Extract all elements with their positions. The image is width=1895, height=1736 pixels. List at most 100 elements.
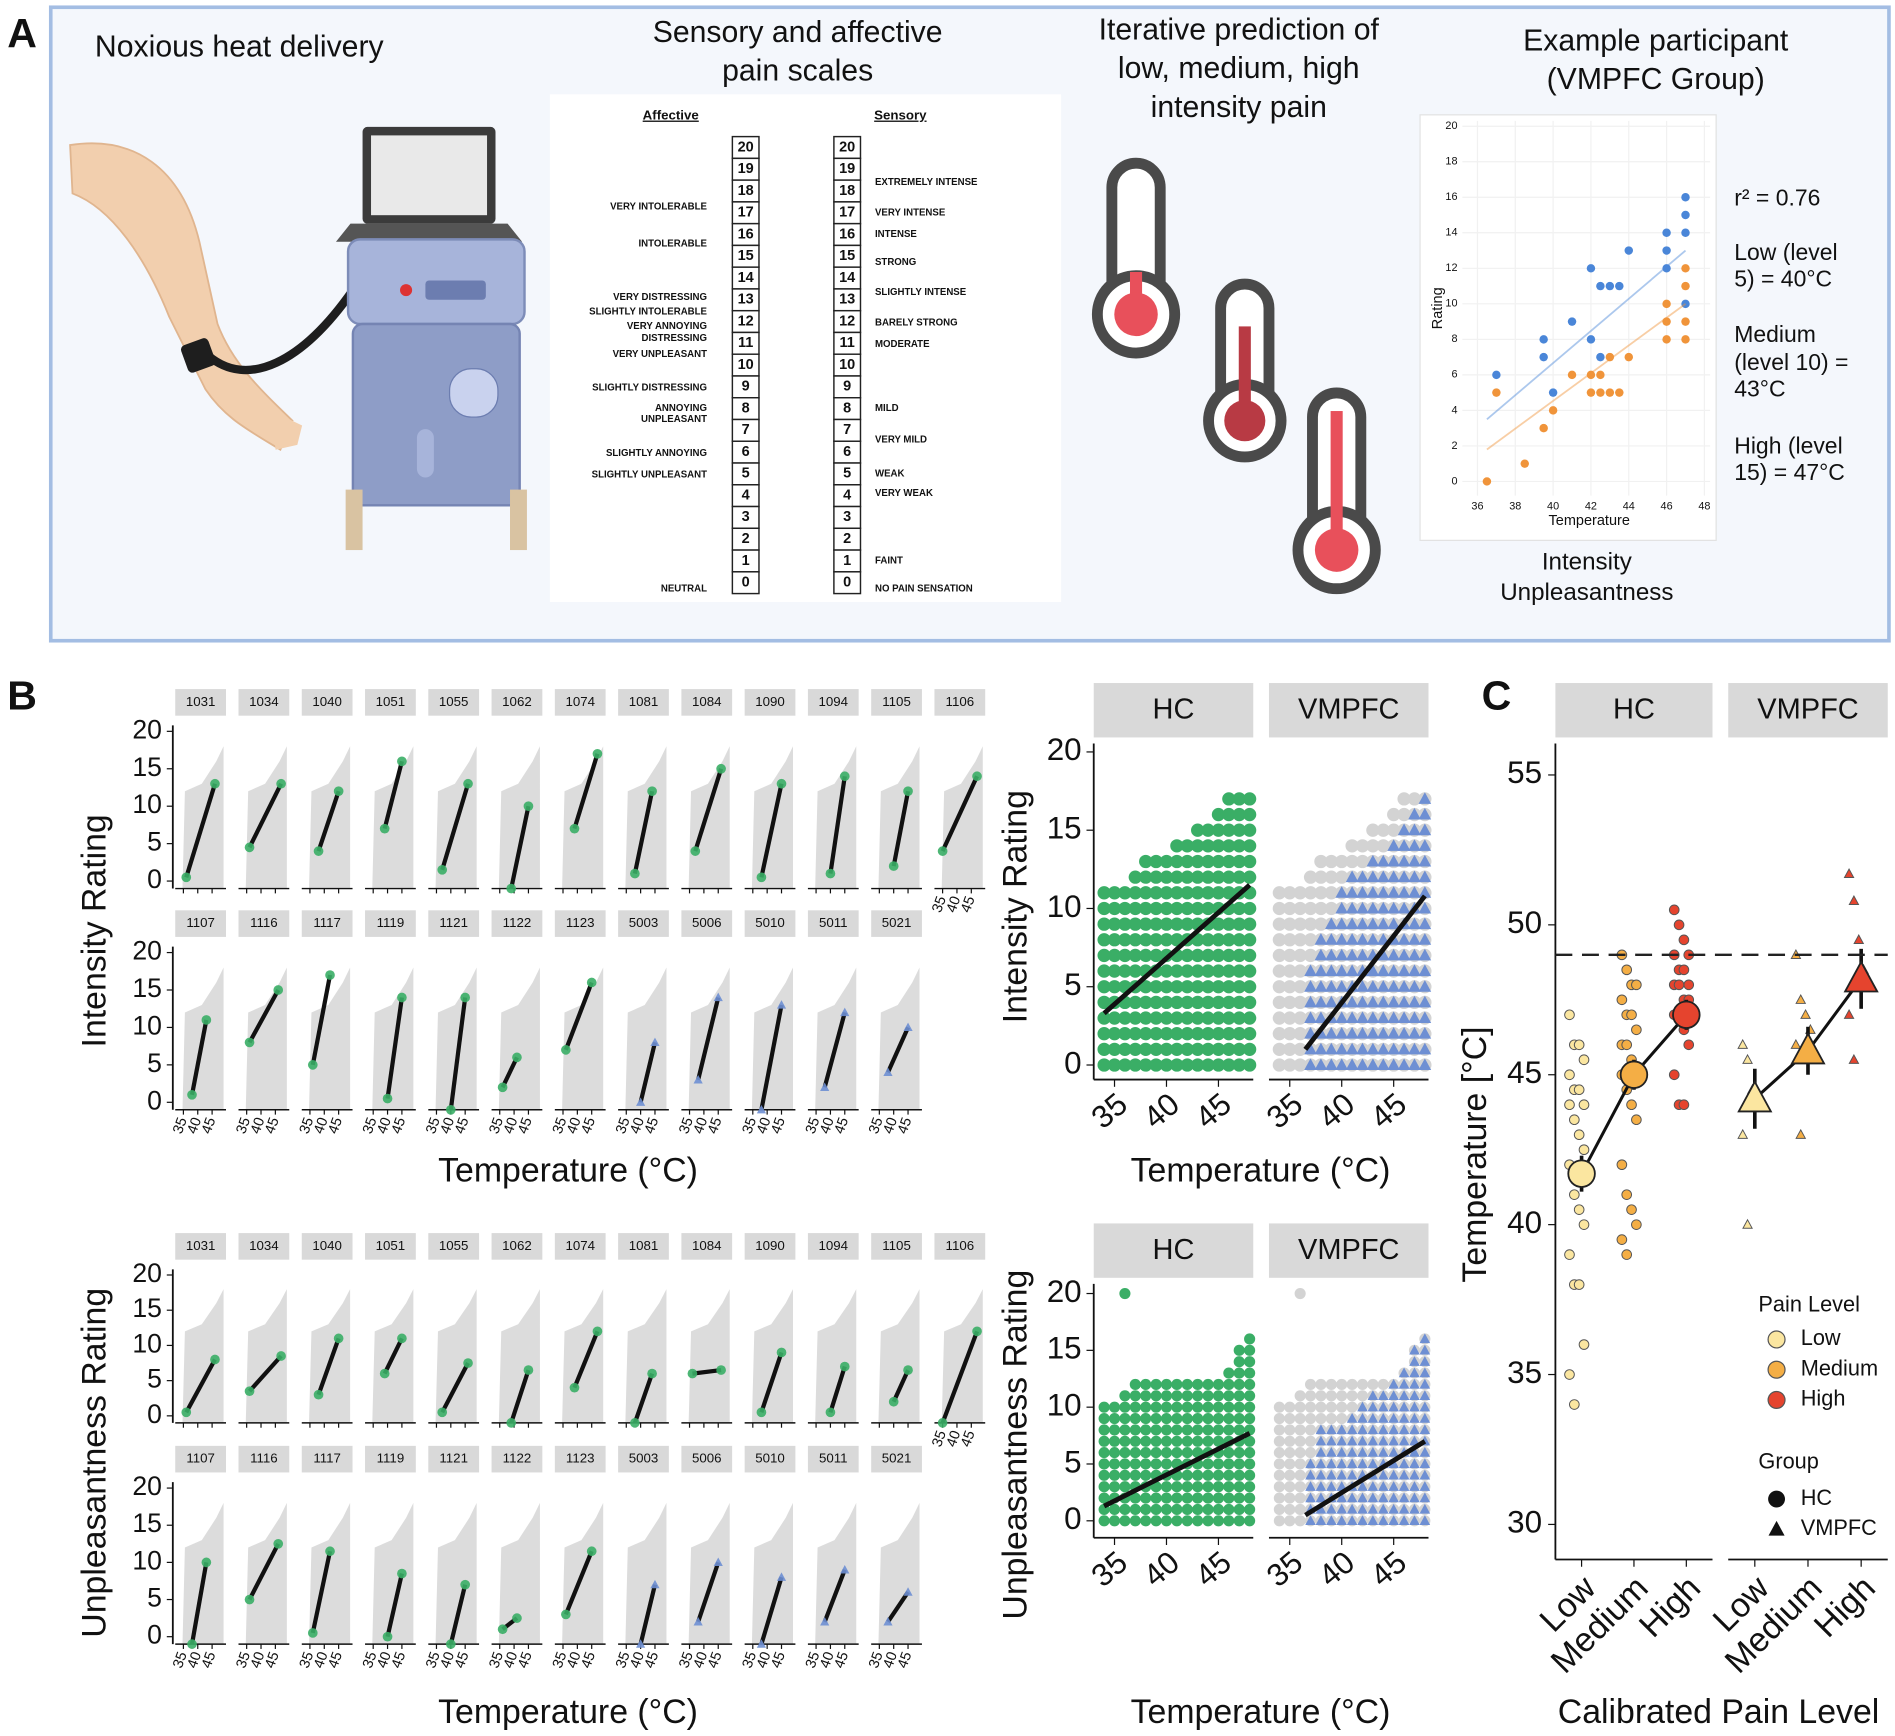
legend-label: Low xyxy=(1801,1325,1841,1350)
point xyxy=(1107,964,1122,978)
fit-line xyxy=(440,783,471,871)
point xyxy=(1398,1401,1410,1412)
scatter-point xyxy=(1548,388,1558,397)
point-column xyxy=(1273,1401,1285,1527)
point xyxy=(1139,854,1153,869)
point xyxy=(1097,1011,1111,1025)
point xyxy=(1325,917,1338,930)
y-tick-label: 2 xyxy=(1451,440,1457,452)
point xyxy=(1244,1481,1256,1493)
point xyxy=(1232,1042,1246,1056)
background-cloud xyxy=(562,1289,604,1423)
point xyxy=(1108,1435,1121,1447)
point xyxy=(1201,1058,1215,1072)
facet-label: HC xyxy=(1153,693,1195,725)
point xyxy=(1335,1058,1349,1070)
point xyxy=(1242,839,1257,853)
point-column xyxy=(1150,1378,1162,1527)
point-column xyxy=(1294,1390,1306,1527)
point xyxy=(1387,870,1401,883)
facet-strip xyxy=(491,1233,543,1260)
background-cloud xyxy=(815,1289,857,1423)
point xyxy=(1192,1378,1204,1390)
point xyxy=(1314,1042,1328,1055)
fit-end-point xyxy=(647,786,657,797)
fit-end-point xyxy=(187,1639,197,1649)
background-cloud xyxy=(498,1289,540,1423)
point xyxy=(1283,1011,1297,1025)
point xyxy=(1398,1503,1410,1514)
scale-header: Sensory xyxy=(874,108,927,123)
point xyxy=(1107,1027,1122,1041)
point xyxy=(1304,1412,1317,1425)
point xyxy=(1201,980,1215,994)
point-column xyxy=(1283,886,1297,1072)
point xyxy=(1336,1435,1348,1446)
fit-line xyxy=(385,1573,404,1638)
facet-strip xyxy=(1093,683,1254,738)
point xyxy=(1356,995,1369,1008)
point xyxy=(1223,1469,1235,1481)
point xyxy=(1345,1011,1359,1024)
x-tick-label: 45 xyxy=(1189,1086,1238,1135)
y-tick-label: 20 xyxy=(132,1258,162,1288)
background-cloud xyxy=(498,1502,540,1645)
point xyxy=(1293,1042,1307,1056)
point xyxy=(1128,995,1142,1010)
scale-level: 8 xyxy=(843,400,851,416)
fit-end-point xyxy=(307,1060,318,1070)
point xyxy=(1418,886,1432,898)
point xyxy=(1315,1390,1327,1402)
fit-end-point xyxy=(713,1557,723,1567)
facet-strip xyxy=(428,1445,480,1473)
point xyxy=(1201,839,1215,853)
point xyxy=(1303,901,1318,916)
point xyxy=(1129,1378,1141,1390)
point xyxy=(1397,839,1411,851)
fit-line xyxy=(189,1562,209,1645)
point xyxy=(1418,1027,1432,1039)
fit-end-point xyxy=(972,771,982,782)
point xyxy=(1107,1011,1122,1025)
fit-line xyxy=(247,988,281,1044)
scale-level: 9 xyxy=(843,379,851,395)
fit-line xyxy=(448,1584,468,1645)
background-cloud xyxy=(372,746,414,889)
facet-strip xyxy=(618,1233,669,1260)
x-tick-label: 35 xyxy=(676,1115,697,1136)
x-tick-label: 35 xyxy=(740,1650,761,1671)
y-tick-label: 15 xyxy=(132,1293,162,1323)
point xyxy=(1367,1424,1379,1435)
fit-line xyxy=(572,1330,600,1389)
point xyxy=(1304,1401,1317,1413)
point xyxy=(1242,870,1257,884)
point xyxy=(1336,1412,1348,1425)
point xyxy=(1233,1401,1245,1413)
point-column xyxy=(1376,854,1390,1070)
point xyxy=(1192,1481,1204,1493)
point xyxy=(1273,1412,1285,1425)
point xyxy=(1335,854,1349,869)
point xyxy=(1294,1390,1306,1402)
x-tick-label: 40 xyxy=(627,1115,648,1136)
point xyxy=(1180,964,1194,978)
facet-label: 1119 xyxy=(377,915,405,930)
point xyxy=(1211,1058,1226,1072)
point xyxy=(1418,870,1432,883)
legend-label: VMPFC xyxy=(1801,1515,1877,1540)
point xyxy=(1139,901,1153,916)
point xyxy=(1397,901,1411,914)
point xyxy=(1367,1447,1379,1457)
fit-end-point xyxy=(210,778,220,789)
facet-label: 1084 xyxy=(692,1238,722,1253)
point xyxy=(1181,1492,1193,1504)
point-column xyxy=(1140,1378,1152,1527)
scale-level: 18 xyxy=(738,183,754,199)
point xyxy=(1128,1027,1142,1041)
y-tick-label: 15 xyxy=(1047,1331,1082,1366)
x-tick-label: 45 xyxy=(958,1429,979,1450)
point xyxy=(1336,1469,1348,1480)
point xyxy=(1283,901,1297,916)
point xyxy=(1211,823,1226,837)
facet-strip xyxy=(554,1233,606,1260)
